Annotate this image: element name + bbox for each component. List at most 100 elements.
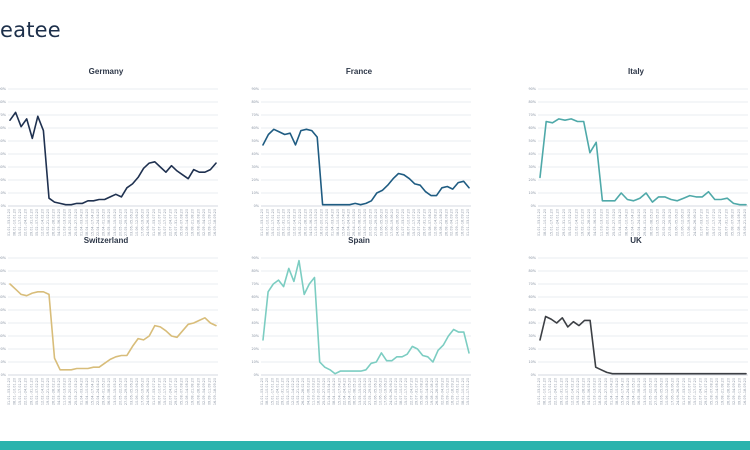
y-tick-label: 70%: [251, 113, 259, 117]
x-tick-label: 22.07.-24.07.20: [168, 378, 172, 405]
x-tick-label: 22.07.-24.07.20: [417, 209, 421, 236]
x-tick-label: 03.06.-05.06.20: [129, 209, 133, 236]
y-tick-label: 30%: [251, 165, 259, 169]
x-tick-label: 17.06.-19.06.20: [671, 378, 675, 405]
chart-title: France: [345, 67, 373, 76]
y-tick-label: 90%: [0, 87, 7, 91]
x-tick-label: 17.06.-19.06.20: [141, 378, 145, 405]
x-tick-label: 09.09.-11.09.20: [737, 378, 741, 405]
x-tick-label: 06.05.-08.05.20: [649, 209, 653, 236]
chart-panel-uk: UK 0% 10% 20% 30% 40% 50% 60% 70% 80% 90% 01.01.-03…: [520, 236, 750, 416]
x-tick-label: 01.01.-03.01.20: [537, 209, 541, 236]
y-tick-label: 0%: [1, 373, 7, 377]
x-tick-label: 08.04.-10.04.20: [336, 209, 340, 236]
x-tick-label: 05.08.-07.08.20: [420, 378, 424, 405]
x-tick-label: 26.02.-28.02.20: [52, 209, 56, 236]
x-tick-label: 13.05.-15.05.20: [656, 209, 660, 236]
x-tick-label: 05.02.-07.02.20: [565, 378, 569, 405]
x-tick-label: 01.04.-03.04.20: [618, 209, 622, 236]
x-tick-label: 26.02.-28.02.20: [303, 209, 307, 236]
x-tick-label: 26.08.-28.08.20: [196, 209, 200, 236]
x-tick-label: 29.01.-31.01.20: [29, 378, 33, 405]
x-tick-label: 19.08.-21.08.20: [439, 209, 443, 236]
y-tick-label: 80%: [528, 269, 536, 273]
x-tick-label: 10.06.-12.06.20: [135, 378, 139, 405]
x-tick-label: 08.01.-10.01.20: [461, 378, 465, 405]
x-tick-label: 29.01.-31.01.20: [562, 209, 566, 236]
chart-panel-france: France 0% 10% 20% 30% 40% 50% 60% 70% 80% 90% 01.01…: [243, 67, 475, 247]
x-tick-label: 15.04.-17.04.20: [337, 378, 341, 405]
x-tick-label: 29.04.-01.05.20: [102, 209, 106, 236]
y-tick-label: 0%: [254, 373, 260, 377]
brand-logo: eatee: [0, 18, 61, 42]
x-tick-label: 01.01.-03.01.20: [456, 378, 460, 405]
x-tick-label: 01.04.-03.04.20: [327, 378, 331, 405]
x-tick-label: 05.02.-07.02.20: [568, 209, 572, 236]
x-tick-label: 20.05.-22.05.20: [363, 378, 367, 405]
x-tick-label: 19.02.-21.02.20: [581, 209, 585, 236]
x-tick-label: 19.08.-21.08.20: [721, 378, 725, 405]
x-tick-label: 03.06.-05.06.20: [379, 209, 383, 236]
y-tick-label: 60%: [251, 126, 259, 130]
x-tick-label: 22.01.-24.01.20: [24, 209, 28, 236]
x-tick-label: 02.09.-04.09.20: [450, 209, 454, 236]
x-tick-label: 01.01.-03.01.20: [7, 378, 11, 405]
y-tick-label: 70%: [251, 282, 259, 286]
x-tick-label: 27.05.-29.05.20: [368, 378, 372, 405]
x-tick-label: 05.02.-07.02.20: [35, 209, 39, 236]
y-tick-label: 90%: [251, 87, 259, 91]
y-tick-label: 0%: [254, 204, 260, 208]
accent-footer-bar: [0, 441, 750, 450]
x-tick-label: 29.07.-31.07.20: [704, 378, 708, 405]
x-tick-label: 15.04.-17.04.20: [91, 378, 95, 405]
x-tick-label: 08.01.-10.01.20: [543, 378, 547, 405]
y-tick-label: 90%: [528, 87, 536, 91]
x-tick-label: 18.03.-20.03.20: [68, 378, 72, 405]
x-tick-label: 10.06.-12.06.20: [378, 378, 382, 405]
y-tick-label: 20%: [251, 347, 259, 351]
x-tick-label: 29.07.-31.07.20: [724, 209, 728, 236]
x-tick-label: 06.05.-08.05.20: [358, 209, 362, 236]
x-tick-label: 08.04.-10.04.20: [615, 378, 619, 405]
series-line-italy: [539, 118, 747, 206]
x-tick-label: 01.01.-03.01.20: [260, 209, 264, 236]
x-tick-label: 22.04.-24.04.20: [96, 378, 100, 405]
x-tick-label: 29.01.-31.01.20: [29, 209, 33, 236]
x-tick-label: 08.04.-10.04.20: [624, 209, 628, 236]
x-tick-label: 01.01.-03.01.20: [260, 378, 264, 405]
y-tick-label: 80%: [0, 269, 7, 273]
y-tick-label: 10%: [528, 360, 536, 364]
y-tick-label: 30%: [251, 334, 259, 338]
series-line-switzerland: [9, 283, 217, 371]
y-tick-label: 90%: [0, 256, 7, 260]
x-tick-label: 01.07.-03.07.20: [152, 378, 156, 405]
x-tick-label: 05.02.-07.02.20: [286, 378, 290, 405]
x-tick-label: 27.05.-29.05.20: [124, 209, 128, 236]
x-tick-label: 16.09.-18.09.20: [213, 378, 217, 405]
x-tick-label: 24.06.-26.06.20: [146, 378, 150, 405]
x-tick-label: 20.05.-22.05.20: [118, 378, 122, 405]
x-tick-label: 04.03.-06.03.20: [593, 209, 597, 236]
x-tick-label: 22.04.-24.04.20: [96, 209, 100, 236]
x-tick-label: 22.01.-24.01.20: [556, 209, 560, 236]
x-tick-label: 19.02.-21.02.20: [46, 378, 50, 405]
x-tick-label: 08.04.-10.04.20: [85, 209, 89, 236]
x-tick-label: 09.09.-11.09.20: [445, 378, 449, 405]
x-tick-label: 12.02.-14.02.20: [570, 378, 574, 405]
y-tick-label: 10%: [251, 191, 259, 195]
x-tick-label: 16.09.-18.09.20: [743, 378, 747, 405]
x-tick-label: 19.02.-21.02.20: [46, 209, 50, 236]
x-tick-label: 04.03.-06.03.20: [587, 378, 591, 405]
x-tick-label: 29.07.-31.07.20: [174, 209, 178, 236]
y-tick-label: 30%: [0, 165, 7, 169]
line-chart-spain: 0% 10% 20% 30% 40% 50% 60% 70% 80% 90% 01.01.-03.0…: [251, 256, 471, 405]
x-tick-label: 22.07.-24.07.20: [168, 209, 172, 236]
x-tick-label: 05.02.-07.02.20: [287, 209, 291, 236]
x-tick-label: 05.08.-07.08.20: [428, 209, 432, 236]
x-tick-label: 29.01.-31.01.20: [281, 378, 285, 405]
y-tick-label: 60%: [0, 126, 7, 130]
x-tick-label: 15.01.-17.01.20: [548, 378, 552, 405]
x-tick-label: 10.06.-12.06.20: [665, 378, 669, 405]
x-tick-label: 24.06.-26.06.20: [146, 209, 150, 236]
series-line-uk: [539, 315, 747, 375]
